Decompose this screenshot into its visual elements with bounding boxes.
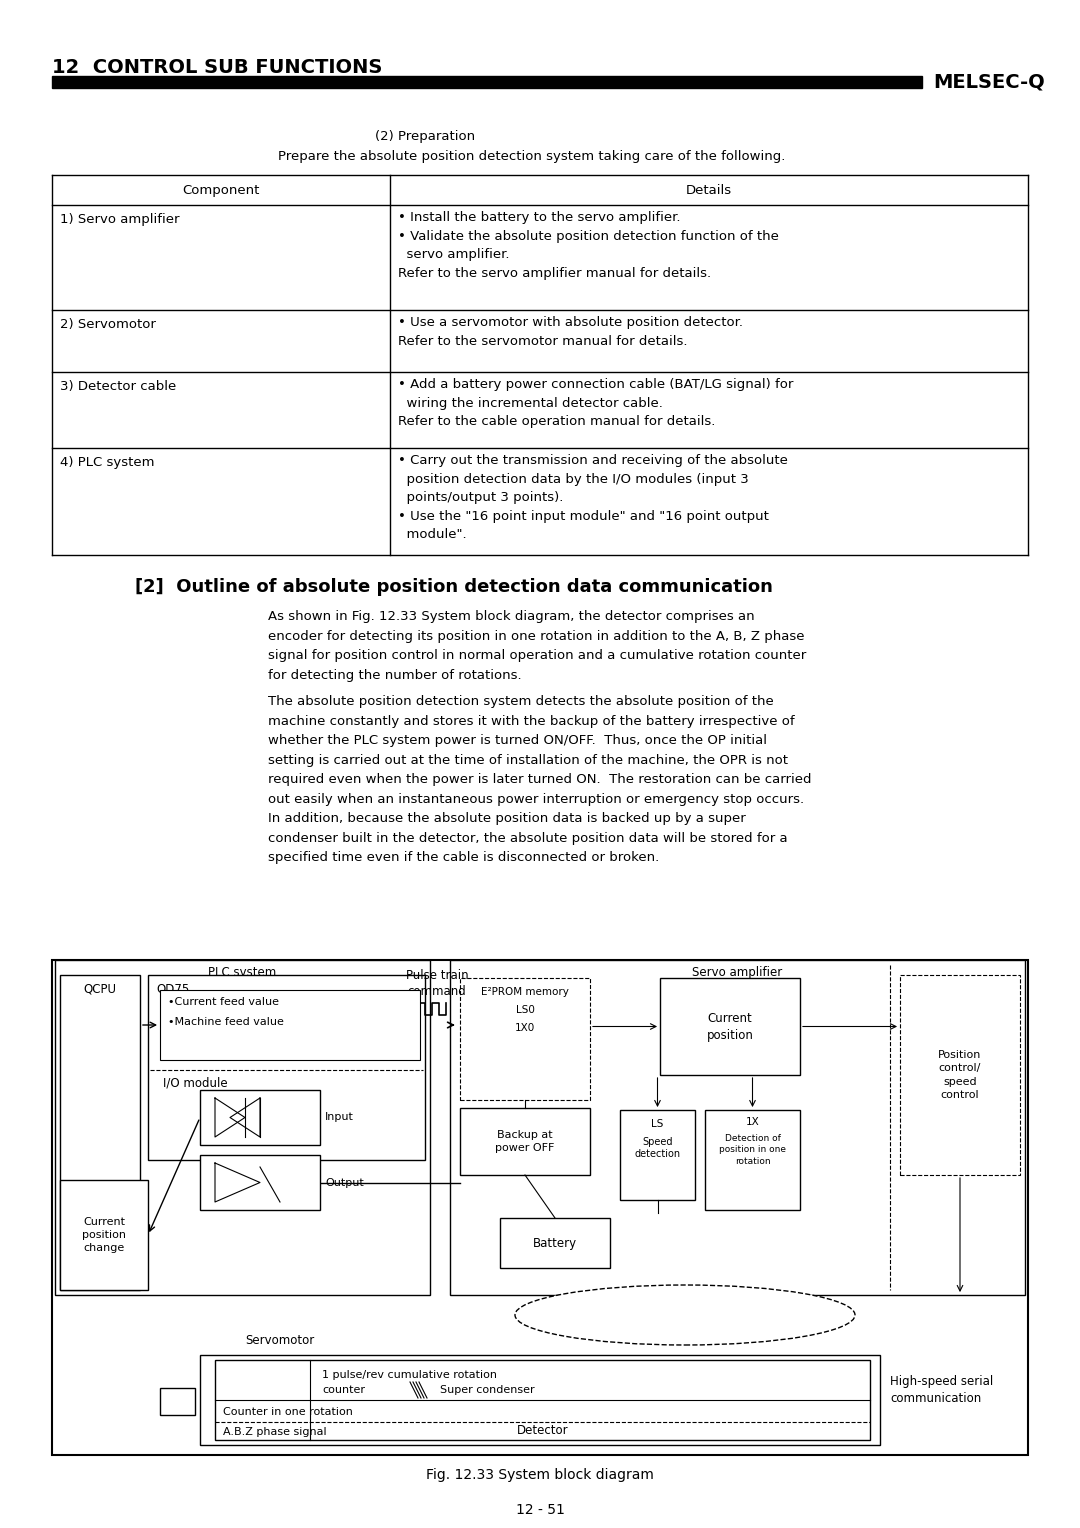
Bar (55, 960, 430, 1296)
Text: Position
control/
speed
control: Position control/ speed control (939, 1050, 982, 1100)
Text: Detection of
position in one
rotation: Detection of position in one rotation (719, 1134, 786, 1166)
Ellipse shape (515, 1285, 855, 1345)
Text: E²PROM memory: E²PROM memory (481, 987, 569, 996)
Text: 1 pulse/rev cumulative rotation: 1 pulse/rev cumulative rotation (322, 1371, 497, 1380)
Text: High-speed serial
communication: High-speed serial communication (890, 1375, 994, 1406)
Bar (160, 1387, 195, 1415)
Text: •Current feed value: •Current feed value (168, 996, 279, 1007)
Text: 1X0: 1X0 (515, 1024, 535, 1033)
Text: Super condenser: Super condenser (440, 1384, 535, 1395)
Bar (705, 1109, 800, 1210)
Text: Component: Component (183, 183, 259, 197)
Bar (160, 990, 420, 1060)
Text: Backup at
power OFF: Backup at power OFF (496, 1129, 555, 1154)
Bar (200, 1355, 880, 1445)
Text: Details: Details (686, 183, 732, 197)
Text: • Carry out the transmission and receiving of the absolute
  position detection : • Carry out the transmission and receivi… (399, 454, 788, 541)
Text: LS: LS (651, 1118, 664, 1129)
Text: Fig. 12.33 System block diagram: Fig. 12.33 System block diagram (427, 1468, 653, 1482)
Text: A.B.Z phase signal: A.B.Z phase signal (222, 1427, 326, 1436)
Text: command: command (407, 984, 467, 998)
Text: LS0: LS0 (515, 1005, 535, 1015)
Bar (660, 978, 800, 1076)
Bar (460, 978, 590, 1100)
Text: (2) Preparation: (2) Preparation (375, 130, 475, 144)
Text: Current
position: Current position (706, 1012, 754, 1042)
Text: QCPU: QCPU (83, 983, 117, 996)
Text: • Add a battery power connection cable (BAT/LG signal) for
  wiring the incremen: • Add a battery power connection cable (… (399, 377, 794, 428)
Text: Counter in one rotation: Counter in one rotation (222, 1407, 353, 1416)
Bar (52, 960, 1028, 1455)
Text: 12  CONTROL SUB FUNCTIONS: 12 CONTROL SUB FUNCTIONS (52, 58, 382, 76)
Text: • Use a servomotor with absolute position detector.
Refer to the servomotor manu: • Use a servomotor with absolute positio… (399, 316, 743, 347)
Text: I/O module: I/O module (163, 1077, 228, 1089)
Bar (60, 975, 140, 1290)
Bar (620, 1109, 696, 1199)
Text: OP data: OP data (468, 981, 515, 995)
Text: Output: Output (325, 1178, 364, 1187)
Text: Servomotor: Servomotor (245, 1334, 314, 1346)
Text: MELSEC-Q: MELSEC-Q (933, 72, 1045, 92)
Text: 4) PLC system: 4) PLC system (60, 455, 154, 469)
Bar (60, 1180, 148, 1290)
Bar (900, 975, 1020, 1175)
Bar (460, 1108, 590, 1175)
Text: The absolute position detection system detects the absolute position of the
mach: The absolute position detection system d… (268, 695, 811, 863)
Text: Input: Input (325, 1112, 354, 1123)
Text: 2) Servomotor: 2) Servomotor (60, 318, 156, 332)
Text: Speed
detection: Speed detection (634, 1137, 680, 1160)
Text: • Install the battery to the servo amplifier.
• Validate the absolute position d: • Install the battery to the servo ampli… (399, 211, 779, 280)
Text: •Machine feed value: •Machine feed value (168, 1018, 284, 1027)
Text: Detector: Detector (516, 1424, 568, 1436)
Bar (500, 1218, 610, 1268)
Text: 12 - 51: 12 - 51 (515, 1504, 565, 1517)
Bar (200, 1155, 320, 1210)
Text: PLC system: PLC system (208, 966, 276, 978)
Text: Pulse train: Pulse train (406, 969, 469, 981)
Bar (148, 975, 426, 1160)
Text: [2]  Outline of absolute position detection data communication: [2] Outline of absolute position detecti… (135, 578, 773, 596)
Text: Prepare the absolute position detection system taking care of the following.: Prepare the absolute position detection … (278, 150, 785, 163)
Bar (450, 960, 1025, 1296)
Text: 3) Detector cable: 3) Detector cable (60, 380, 176, 393)
Bar (200, 1089, 320, 1144)
Text: counter: counter (322, 1384, 365, 1395)
Text: As shown in Fig. 12.33 System block diagram, the detector comprises an
encoder f: As shown in Fig. 12.33 System block diag… (268, 610, 807, 681)
Bar (52, 76, 922, 89)
Text: Battery: Battery (532, 1236, 577, 1250)
Bar (215, 1360, 870, 1439)
Text: Current
position
change: Current position change (82, 1216, 126, 1253)
Text: 1X: 1X (745, 1117, 759, 1128)
Text: 1) Servo amplifier: 1) Servo amplifier (60, 212, 179, 226)
Text: Servo amplifier: Servo amplifier (692, 966, 783, 978)
Text: QD75: QD75 (156, 983, 189, 996)
